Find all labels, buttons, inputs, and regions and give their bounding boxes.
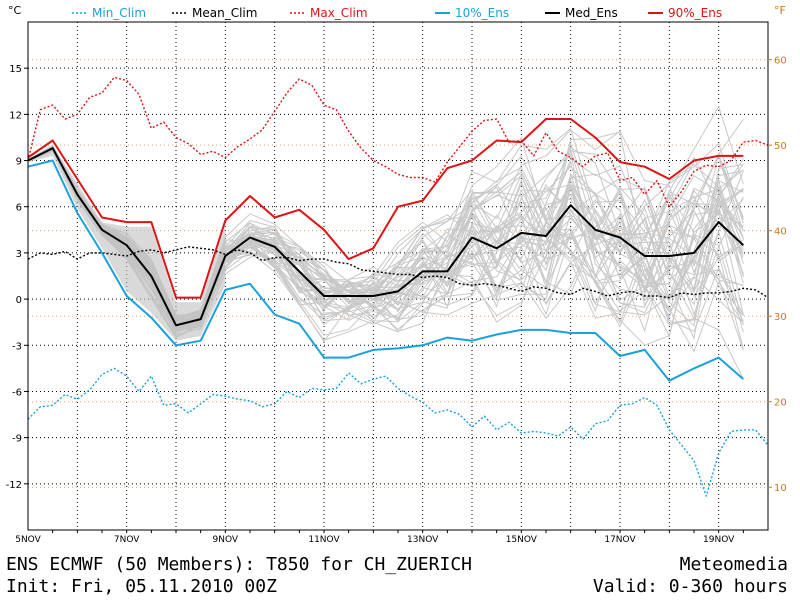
- chart-title: ENS ECMWF (50 Members): T850 for CH_ZUER…: [6, 556, 472, 574]
- x-tick-label: 7NOV: [114, 535, 140, 545]
- legend-entry: 90%_Ens: [668, 6, 722, 20]
- y-tick-label-celsius: 6: [16, 203, 22, 214]
- y-tick-label-celsius: 0: [16, 295, 22, 306]
- y-tick-label-celsius: 3: [16, 249, 22, 260]
- series-line-max-clim: [28, 77, 768, 206]
- y-tick-label-fahrenheit: 30: [774, 312, 787, 323]
- x-tick-label: 19NOV: [703, 535, 735, 545]
- y-tick-label-celsius: 12: [9, 110, 22, 121]
- y-tick-label-fahrenheit: 50: [774, 141, 787, 152]
- legend-entry: Max_Clim: [310, 6, 368, 20]
- x-tick-label: 9NOV: [213, 535, 239, 545]
- x-tick-label: 11NOV: [308, 535, 340, 545]
- y-tick-label-celsius: -6: [12, 387, 22, 398]
- x-tick-label: 5NOV: [15, 535, 41, 545]
- valid-range: Valid: 0-360 hours: [593, 578, 788, 596]
- x-tick-label: 15NOV: [506, 535, 538, 545]
- legend-entry: Med_Ens: [565, 6, 618, 20]
- x-tick-label: 13NOV: [407, 535, 439, 545]
- ensemble-chart: Min_Clim Mean_Clim Max_Clim 10%_Ens Med_Ens 9…: [0, 0, 800, 600]
- y-axis-label-fahrenheit: °F: [774, 4, 786, 17]
- legend-entry: 10%_Ens: [455, 6, 509, 20]
- x-tick-label: 17NOV: [604, 535, 636, 545]
- y-tick-label-celsius: -12: [6, 480, 22, 491]
- legend-entry: Mean_Clim: [192, 6, 257, 20]
- y-tick-label-fahrenheit: 10: [774, 483, 787, 494]
- y-axis-label-celsius: °C: [8, 4, 22, 17]
- y-tick-label-fahrenheit: 60: [774, 56, 787, 67]
- legend-entry: Min_Clim: [92, 6, 146, 20]
- y-tick-label-celsius: 9: [16, 157, 22, 168]
- y-tick-label-celsius: -3: [12, 341, 22, 352]
- legend: Min_Clim Mean_Clim Max_Clim 10%_Ens Med_Ens 9…: [72, 6, 722, 20]
- y-tick-label-celsius: -9: [12, 434, 22, 445]
- provider-name: Meteomedia: [680, 556, 788, 574]
- y-tick-label-fahrenheit: 40: [774, 227, 787, 238]
- y-tick-label-celsius: 15: [9, 64, 22, 75]
- y-tick-label-fahrenheit: 20: [774, 398, 787, 409]
- init-time: Init: Fri, 05.11.2010 00Z: [6, 578, 277, 596]
- series-line-min-clim: [28, 368, 768, 496]
